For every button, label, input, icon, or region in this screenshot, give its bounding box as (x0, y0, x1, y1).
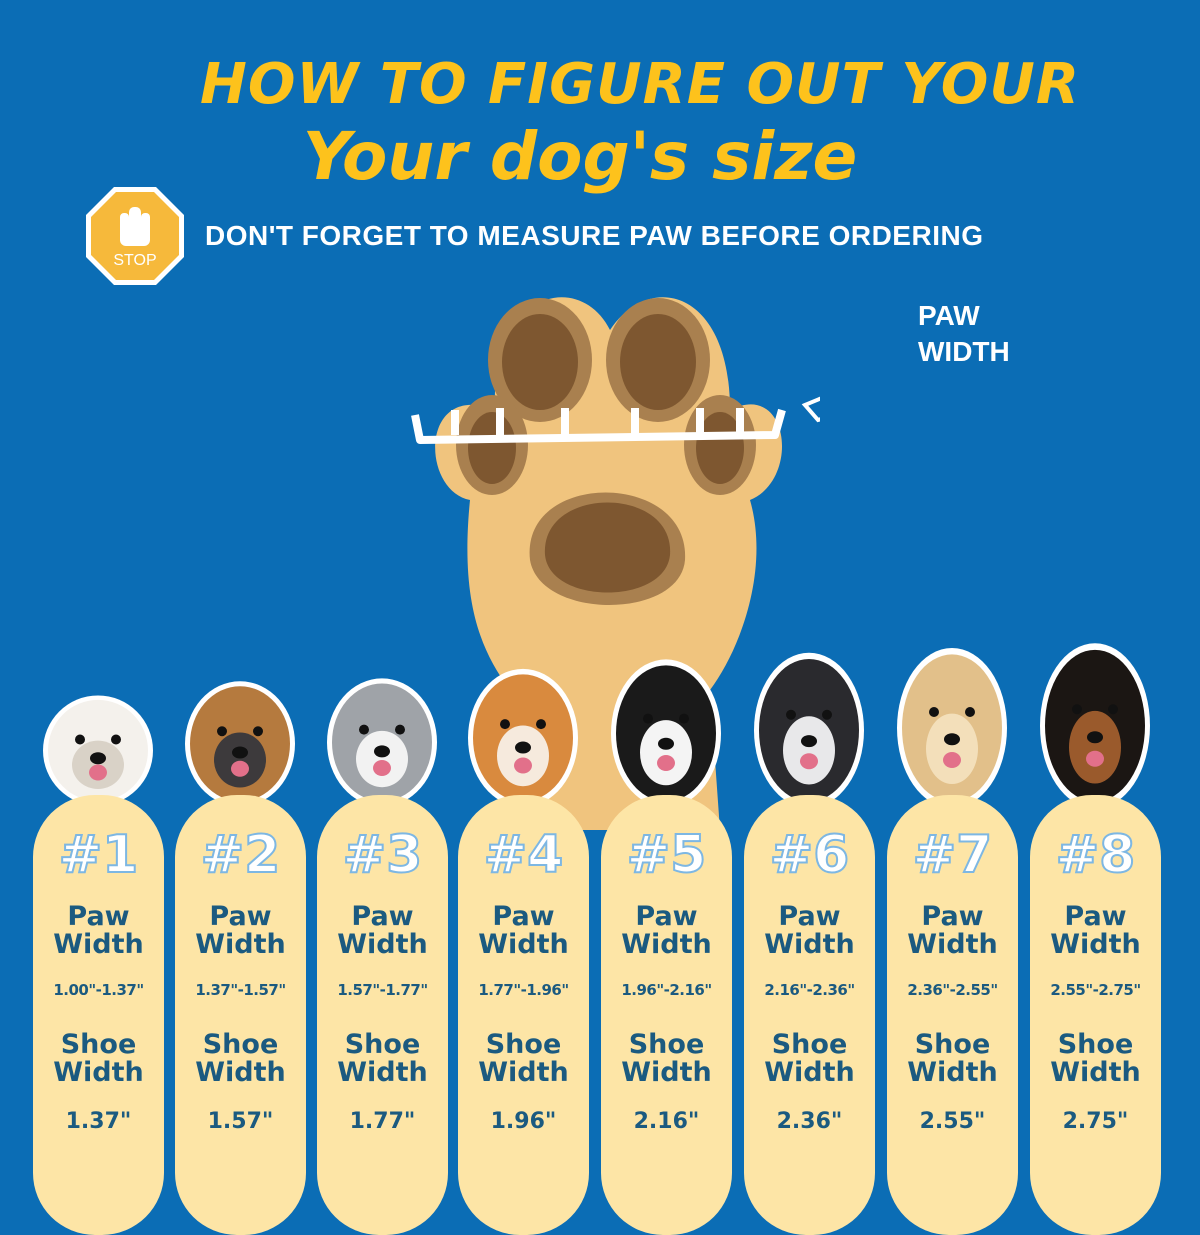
size-card: #3 Paw Width 1.57"-1.77" Shoe Width 1.77… (317, 795, 448, 1235)
shoe-width-value: 2.16" (633, 1109, 700, 1134)
paw-width-range: 1.37"-1.57" (195, 981, 286, 999)
shoe-width-heading: Shoe Width (195, 1029, 286, 1088)
paw-width-heading: Paw Width (337, 901, 428, 960)
shoe-width-heading: Shoe Width (907, 1029, 998, 1088)
paw-width-range: 1.77"-1.96" (478, 981, 569, 999)
dog-photo (596, 652, 736, 808)
title-line-2: Your dog's size (302, 118, 858, 195)
dog-photo (312, 672, 452, 807)
size-number: #2 (200, 824, 282, 886)
size-number: #3 (342, 824, 424, 886)
dog-photo (28, 690, 168, 806)
shoe-width-heading: Shoe Width (53, 1029, 144, 1088)
paw-width-heading: Paw Width (907, 901, 998, 960)
size-card: #1 Paw Width 1.00"-1.37" Shoe Width 1.37… (33, 795, 164, 1235)
size-card: #5 Paw Width 1.96"-2.16" Shoe Width 2.16… (601, 795, 732, 1235)
size-number: #6 (769, 824, 851, 886)
shoe-width-value: 1.37" (65, 1109, 132, 1134)
title-line-1: HOW TO FIGURE OUT YOUR (200, 52, 1080, 117)
paw-width-heading: Paw Width (53, 901, 144, 960)
paw-width-heading: Paw Width (195, 901, 286, 960)
stop-sign-icon: STOP (86, 187, 184, 285)
paw-width-range: 1.00"-1.37" (53, 981, 144, 999)
size-number: #5 (626, 824, 708, 886)
paw-width-heading: Paw Width (621, 901, 712, 960)
paw-width-range: 1.96"-2.16" (621, 981, 712, 999)
shoe-width-value: 1.57" (207, 1109, 274, 1134)
size-card: #2 Paw Width 1.37"-1.57" Shoe Width 1.57… (175, 795, 306, 1235)
shoe-width-value: 2.75" (1062, 1109, 1129, 1134)
ruler-icon (411, 408, 786, 444)
shoe-width-value: 2.55" (919, 1109, 986, 1134)
shoe-width-value: 1.96" (490, 1109, 557, 1134)
size-number: #8 (1055, 824, 1137, 886)
size-card: #7 Paw Width 2.36"-2.55" Shoe Width 2.55… (887, 795, 1018, 1235)
paw-width-heading: Paw Width (1050, 901, 1141, 960)
size-number: #7 (912, 824, 994, 886)
size-card: #6 Paw Width 2.16"-2.36" Shoe Width 2.36… (744, 795, 875, 1235)
paw-width-heading: Paw Width (478, 901, 569, 960)
shoe-width-value: 2.36" (776, 1109, 843, 1134)
dog-photo (739, 645, 879, 808)
dog-photo (170, 675, 310, 807)
stop-sign-text: STOP (113, 252, 156, 269)
shoe-width-heading: Shoe Width (1050, 1029, 1141, 1088)
shoe-width-heading: Shoe Width (478, 1029, 569, 1088)
shoe-width-value: 1.77" (349, 1109, 416, 1134)
curved-arrow-icon (801, 396, 820, 423)
size-card: #8 Paw Width 2.55"-2.75" Shoe Width 2.75… (1030, 795, 1161, 1235)
size-card: #4 Paw Width 1.77"-1.96" Shoe Width 1.96… (458, 795, 589, 1235)
paw-width-range: 2.55"-2.75" (1050, 981, 1141, 999)
subtitle: DON'T FORGET TO MEASURE PAW BEFORE ORDER… (205, 220, 984, 251)
dog-photo (453, 662, 593, 807)
paw-width-range: 2.36"-2.55" (907, 981, 998, 999)
size-number: #1 (58, 824, 140, 886)
size-number: #4 (483, 824, 565, 886)
shoe-width-heading: Shoe Width (621, 1029, 712, 1088)
dog-photo (882, 640, 1022, 808)
shoe-width-heading: Shoe Width (764, 1029, 855, 1088)
paw-width-heading: Paw Width (764, 901, 855, 960)
paw-width-range: 2.16"-2.36" (764, 981, 855, 999)
paw-width-range: 1.57"-1.77" (337, 981, 428, 999)
paw-width-label: PAW WIDTH (918, 300, 1010, 367)
shoe-width-heading: Shoe Width (337, 1029, 428, 1088)
dog-photo (1025, 635, 1165, 809)
